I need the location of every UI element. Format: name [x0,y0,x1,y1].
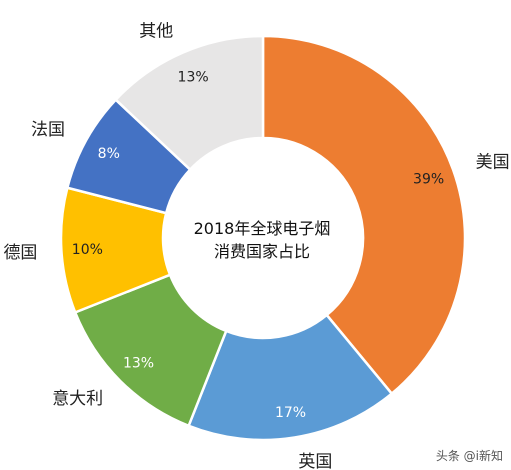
pct-label-4: 8% [98,146,120,162]
category-label-3: 德国 [3,243,37,263]
chart-title-line-2: 消费国家占比 [214,242,310,261]
category-label-0: 美国 [476,152,510,172]
category-label-4: 法国 [31,120,65,140]
pct-label-1: 17% [275,405,306,421]
slices-group [59,34,467,442]
slice-0 [261,34,467,396]
category-label-5: 其他 [139,22,173,42]
percent-labels-group: 39% 17% 13% 10% 8% 13% [72,69,444,420]
slice-5 [113,34,265,172]
pct-label-0: 39% [413,171,444,187]
category-label-1: 英国 [298,452,332,470]
pct-label-2: 13% [123,355,154,371]
pct-label-5: 13% [178,69,209,85]
slice-1 [187,313,394,442]
watermark: 头条 @i新知 [435,449,503,463]
chart-title-line-1: 2018年全球电子烟 [194,219,331,238]
pct-label-3: 10% [72,242,103,258]
category-label-2: 意大利 [52,389,103,409]
